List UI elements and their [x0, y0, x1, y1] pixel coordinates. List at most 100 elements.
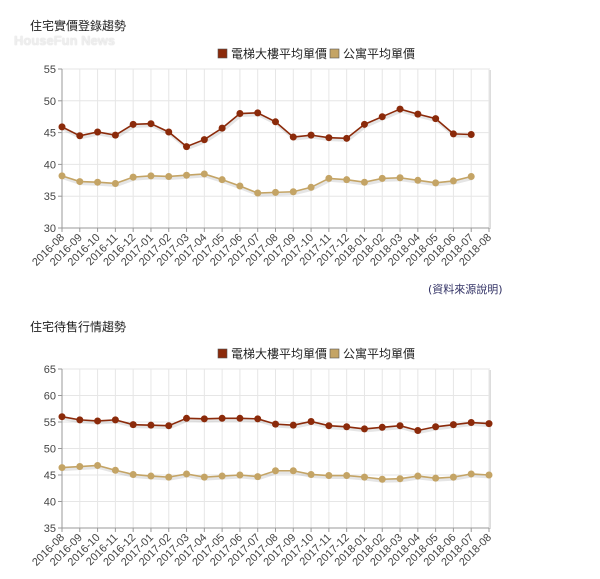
data-point-0 — [254, 415, 262, 423]
data-point-0 — [432, 423, 440, 431]
data-point-1 — [432, 474, 440, 482]
y-tick-label: 30 — [44, 223, 56, 235]
data-point-0 — [111, 131, 119, 139]
data-point-0 — [343, 134, 351, 142]
data-point-1 — [76, 463, 84, 471]
legend-label-1: 公寓平均單價 — [343, 46, 415, 61]
data-point-1 — [218, 176, 226, 184]
legend-label-0: 電梯大樓平均單價 — [231, 46, 327, 61]
chart-2: 電梯大樓平均單價 公寓平均單價2016-082016-092016-102016-… — [30, 346, 494, 569]
data-point-0 — [76, 132, 84, 140]
data-point-1 — [485, 471, 493, 479]
data-point-1 — [467, 470, 475, 478]
chart-1-title: 住宅實價登錄趨勢 — [30, 19, 127, 33]
y-tick-label: 45 — [44, 128, 56, 140]
data-point-1 — [432, 179, 440, 187]
data-point-0 — [272, 420, 279, 428]
data-point-0 — [218, 124, 226, 132]
y-tick-label: 40 — [44, 497, 56, 509]
data-point-1 — [325, 174, 333, 182]
data-point-1 — [254, 189, 262, 197]
y-tick-label: 35 — [44, 191, 56, 203]
data-point-1 — [307, 183, 315, 191]
source-link[interactable]: (資料來源說明) — [428, 283, 503, 296]
data-point-1 — [183, 470, 191, 478]
y-tick-label: 45 — [44, 470, 56, 482]
data-point-1 — [76, 178, 84, 186]
data-point-0 — [147, 120, 155, 128]
y-tick-label: 60 — [44, 391, 56, 403]
legend-swatch-1 — [329, 348, 340, 359]
data-point-0 — [183, 414, 191, 422]
data-point-1 — [165, 473, 173, 481]
data-point-0 — [307, 131, 315, 139]
data-point-1 — [236, 182, 244, 190]
data-point-1 — [449, 473, 457, 481]
legend-swatch-1 — [329, 48, 340, 59]
data-point-1 — [343, 176, 351, 184]
data-point-1 — [396, 475, 404, 483]
data-point-0 — [325, 134, 333, 142]
y-tick-label: 55 — [44, 417, 56, 429]
data-point-1 — [58, 172, 66, 180]
data-point-0 — [289, 133, 297, 141]
data-point-1 — [378, 174, 386, 182]
data-point-0 — [485, 420, 493, 428]
data-point-0 — [432, 115, 440, 123]
legend-label-0: 電梯大樓平均單價 — [231, 346, 327, 361]
data-point-0 — [325, 422, 333, 430]
data-point-1 — [147, 172, 155, 180]
data-point-0 — [58, 123, 66, 131]
data-point-0 — [307, 417, 315, 425]
data-point-0 — [396, 105, 404, 113]
data-point-0 — [414, 110, 422, 118]
data-point-1 — [111, 466, 119, 474]
data-point-1 — [289, 467, 297, 475]
y-tick-label: 55 — [44, 64, 56, 76]
data-point-1 — [360, 473, 368, 481]
data-point-1 — [200, 170, 208, 178]
data-point-1 — [414, 472, 422, 480]
data-point-1 — [94, 178, 102, 186]
data-point-0 — [467, 131, 475, 139]
data-point-0 — [183, 143, 191, 151]
y-tick-label: 35 — [44, 523, 56, 535]
data-point-1 — [165, 172, 173, 180]
data-point-0 — [360, 120, 368, 128]
data-point-0 — [449, 421, 457, 429]
data-point-0 — [236, 414, 244, 422]
data-point-1 — [200, 473, 208, 481]
data-point-1 — [414, 176, 422, 184]
data-point-0 — [129, 421, 137, 429]
data-point-0 — [165, 128, 173, 136]
data-point-0 — [378, 423, 386, 431]
data-point-0 — [94, 417, 102, 425]
y-tick-label: 50 — [44, 96, 56, 108]
data-point-1 — [325, 472, 333, 480]
data-point-1 — [360, 178, 368, 186]
data-point-0 — [360, 425, 368, 433]
chart-1: 電梯大樓平均單價 公寓平均單價2016-082016-092016-102016-… — [30, 46, 494, 269]
data-point-0 — [76, 416, 84, 424]
data-point-0 — [343, 423, 351, 431]
legend-label-1: 公寓平均單價 — [343, 346, 415, 361]
data-point-1 — [307, 470, 315, 478]
data-point-0 — [378, 113, 386, 121]
data-point-0 — [111, 416, 119, 424]
y-tick-label: 40 — [44, 159, 56, 171]
data-point-0 — [467, 419, 475, 427]
data-point-1 — [129, 173, 137, 181]
data-point-0 — [94, 128, 102, 136]
data-point-1 — [218, 472, 226, 480]
data-point-1 — [236, 471, 244, 479]
data-point-0 — [147, 421, 155, 429]
data-point-0 — [254, 109, 262, 117]
watermark-logo: HouseFun News — [14, 33, 116, 48]
data-point-1 — [129, 470, 137, 478]
data-point-1 — [254, 473, 262, 481]
data-point-1 — [378, 475, 386, 483]
data-point-0 — [200, 136, 208, 144]
data-point-1 — [343, 472, 351, 480]
data-point-0 — [165, 422, 173, 430]
data-point-0 — [289, 421, 297, 429]
